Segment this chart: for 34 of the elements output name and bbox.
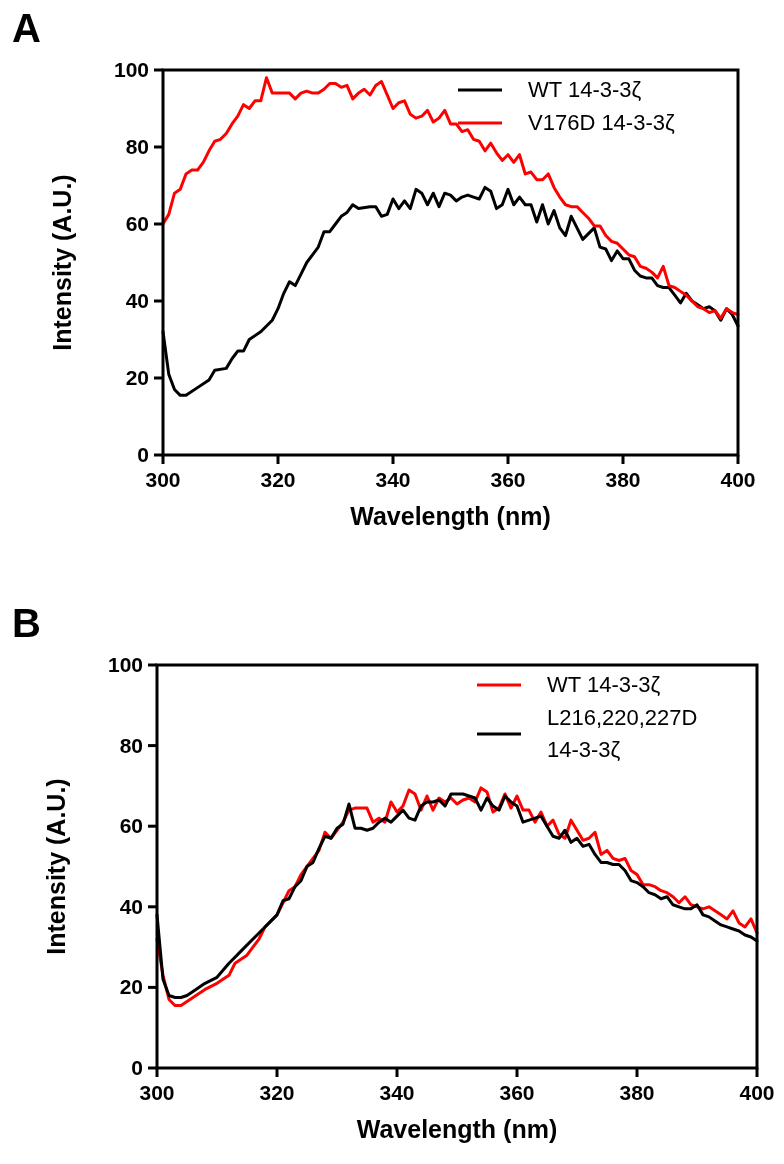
x-tick-label: 380: [605, 468, 641, 491]
chart-title: B: [12, 601, 41, 645]
legend-label: WT 14-3-3ζ: [528, 77, 642, 102]
y-tick-label: 40: [119, 894, 143, 918]
y-tick-label: 20: [125, 366, 149, 389]
y-tick-label: 80: [119, 733, 143, 757]
y-tick-label: 80: [125, 135, 149, 158]
y-axis-title: Intensity (A.U.): [48, 174, 76, 351]
x-tick-label: 360: [490, 468, 526, 491]
x-tick-label: 400: [739, 1081, 775, 1104]
y-tick-label: 60: [125, 212, 149, 235]
y-tick-label: 0: [131, 1056, 143, 1079]
chart-title: A: [12, 6, 41, 50]
x-tick-label: 300: [139, 1081, 175, 1104]
x-tick-label: 320: [259, 1081, 295, 1104]
x-tick-label: 340: [379, 1081, 415, 1104]
y-tick-label: 0: [137, 443, 149, 466]
x-tick-label: 380: [619, 1081, 655, 1104]
x-tick-label: 320: [260, 468, 296, 491]
x-tick-label: 400: [720, 468, 756, 491]
x-axis-title: Wavelength (nm): [350, 502, 551, 530]
y-axis-title: Intensity (A.U.): [42, 778, 70, 955]
x-tick-label: 360: [499, 1081, 535, 1104]
y-tick-label: 100: [113, 58, 149, 81]
legend-label: WT 14-3-3ζ: [547, 672, 661, 697]
y-tick-label: 20: [119, 975, 143, 999]
legend-label: V176D 14-3-3ζ: [528, 110, 675, 135]
legend-label: L216,220,227D 14-3-3ζ: [547, 705, 698, 762]
x-axis-title: Wavelength (nm): [356, 1115, 558, 1143]
x-tick-label: 300: [145, 468, 181, 491]
y-tick-label: 40: [125, 289, 149, 312]
y-tick-label: 100: [107, 653, 143, 676]
x-tick-label: 340: [375, 468, 411, 491]
y-tick-label: 60: [119, 814, 143, 838]
